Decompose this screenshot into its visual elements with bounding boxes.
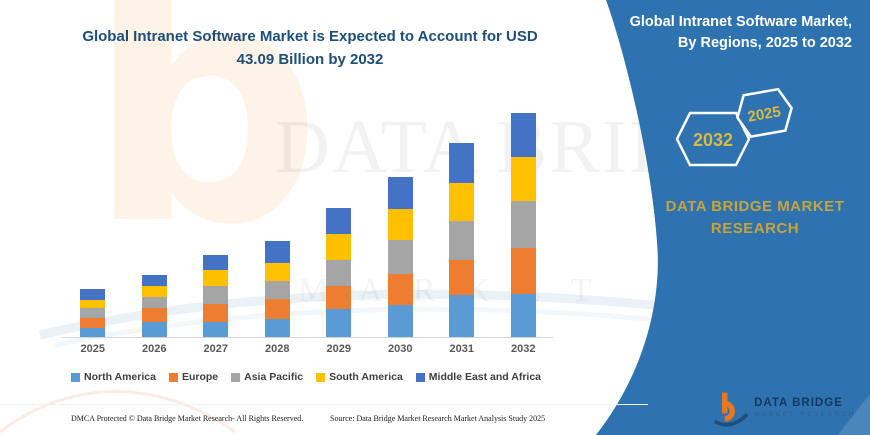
- chart-legend: North America Europe Asia Pacific South Ame…: [56, 371, 556, 383]
- bar-segment-2029-europe: [326, 285, 352, 309]
- legend-label-south-america: South America: [329, 371, 403, 383]
- bar-segment-2027-asia-pacific: [203, 285, 229, 304]
- hexagon-2025-icon: 2025: [736, 87, 793, 139]
- bar-2027: [185, 100, 247, 337]
- bar-segment-2027-middle-east-and-africa: [203, 255, 229, 271]
- bar-2029: [308, 100, 370, 337]
- bar-segment-2032-asia-pacific: [510, 200, 536, 248]
- panel-heading-line1: Global Intranet Software Market,: [629, 14, 852, 30]
- bar-segment-2031-north-america: [449, 295, 475, 337]
- panel-heading-line2: By Regions, 2025 to 2032: [677, 35, 852, 52]
- legend-item-europe: Europe: [168, 371, 219, 383]
- footer-divider: [0, 404, 648, 405]
- x-axis-label-2031: 2031: [449, 343, 474, 355]
- bar-2032: [493, 100, 555, 337]
- x-axis-label-2026: 2026: [142, 343, 167, 355]
- bar-segment-2028-south-america: [264, 262, 290, 281]
- x-axis-label-2029: 2029: [326, 343, 351, 355]
- bar-segment-2025-europe: [80, 318, 106, 328]
- bar-segment-2031-asia-pacific: [449, 221, 475, 260]
- legend-item-south-america: South America: [316, 371, 403, 383]
- footer-source-text: Source: Data Bridge Market Research Mark…: [330, 414, 546, 423]
- bar-segment-2030-south-america: [387, 208, 413, 241]
- x-axis-label-2025: 2025: [80, 343, 105, 355]
- legend-swatch-north-america: [70, 372, 80, 382]
- bar-2026: [124, 100, 186, 337]
- bar-segment-2028-middle-east-and-africa: [264, 240, 290, 263]
- chart-title-line1: Global Intranet Software Market is Expec…: [82, 28, 538, 45]
- bar-segment-2028-asia-pacific: [264, 280, 290, 300]
- x-axis-label-2030: 2030: [388, 343, 413, 355]
- bars-area: [62, 100, 554, 338]
- bar-segment-2026-north-america: [141, 321, 167, 337]
- x-axis-label-2032: 2032: [511, 343, 536, 355]
- logo-name: DATA BRIDGE: [754, 397, 843, 410]
- bar-segment-2025-middle-east-and-africa: [80, 288, 106, 300]
- bar-segment-2028-europe: [264, 299, 290, 319]
- hexagon-2032-icon: 2032: [675, 111, 751, 167]
- bar-segment-2032-europe: [510, 247, 536, 294]
- bar-segment-2032-south-america: [510, 156, 536, 201]
- hexagon-2032-label: 2032: [693, 130, 733, 150]
- bar-segment-2029-south-america: [326, 234, 352, 261]
- bar-segment-2029-north-america: [326, 308, 352, 337]
- bar-2031: [431, 100, 493, 337]
- x-axis-label-2027: 2027: [203, 343, 228, 355]
- legend-label-europe: Europe: [181, 371, 219, 383]
- bar-segment-2025-asia-pacific: [80, 308, 106, 319]
- bar-2030: [370, 100, 432, 337]
- bar-segment-2026-south-america: [141, 285, 167, 298]
- bar-2028: [247, 100, 309, 337]
- legend-item-asia-pacific: Asia Pacific: [231, 371, 303, 383]
- legend-label-north-america: North America: [83, 371, 156, 383]
- bar-segment-2027-europe: [203, 303, 229, 322]
- data-bridge-logo-icon: [714, 392, 749, 427]
- x-axis-label-2028: 2028: [265, 343, 290, 355]
- legend-item-north-america: North America: [70, 371, 156, 383]
- footer-dmca-text: DMCA Protected © Data Bridge Market Rese…: [71, 414, 304, 423]
- bar-segment-2030-north-america: [387, 305, 413, 337]
- chart-title-line2: 43.09 Billion by 2032: [236, 50, 384, 68]
- logo-subtitle: MARKET RESEARCH: [754, 411, 856, 418]
- bar-segment-2026-asia-pacific: [141, 297, 167, 309]
- hexagon-2025-label: 2025: [746, 103, 782, 126]
- legend-label-asia-pacific: Asia Pacific: [244, 371, 304, 383]
- legend-swatch-asia-pacific: [231, 372, 241, 382]
- logo-text: DATA BRIDGE MARKET RESEARCH: [754, 397, 856, 418]
- panel-brand-text: DATA BRIDGE MARKET RESEARCH: [665, 198, 845, 237]
- bar-segment-2032-north-america: [510, 293, 536, 337]
- legend-swatch-middle-east-and-africa: [415, 372, 425, 382]
- bar-segment-2026-europe: [141, 308, 167, 322]
- legend-label-middle-east-and-africa: Middle East and Africa: [428, 371, 542, 383]
- legend-item-middle-east-and-africa: Middle East and Africa: [415, 371, 542, 383]
- bar-segment-2025-south-america: [80, 299, 106, 309]
- bar-segment-2027-north-america: [203, 321, 229, 337]
- bar-segment-2031-europe: [449, 259, 475, 296]
- bar-segment-2029-asia-pacific: [326, 260, 352, 286]
- bar-segment-2027-south-america: [203, 270, 229, 286]
- chart-title: Global Intranet Software Market is Expec…: [70, 26, 550, 71]
- x-axis-labels: 2025 2026 2027 2028 2029 2030 2031 2032: [62, 343, 554, 355]
- bar-segment-2030-middle-east-and-africa: [387, 177, 413, 209]
- bar-segment-2030-europe: [387, 273, 413, 306]
- bar-segment-2029-middle-east-and-africa: [326, 208, 352, 235]
- bar-segment-2032-middle-east-and-africa: [510, 112, 536, 157]
- legend-swatch-south-america: [316, 372, 326, 382]
- bar-segment-2026-middle-east-and-africa: [141, 274, 167, 286]
- bar-2025: [62, 100, 124, 337]
- bar-segment-2028-north-america: [264, 318, 290, 337]
- bar-segment-2031-middle-east-and-africa: [449, 143, 475, 183]
- legend-swatch-europe: [168, 372, 178, 382]
- panel-heading: Global Intranet Software Market, By Regi…: [602, 12, 852, 54]
- data-bridge-logo: DATA BRIDGE MARKET RESEARCH: [713, 389, 856, 427]
- watermark-pink-arc: [0, 390, 236, 434]
- bar-segment-2025-north-america: [80, 327, 106, 337]
- bar-segment-2030-asia-pacific: [387, 240, 413, 274]
- bar-segment-2031-south-america: [449, 182, 475, 222]
